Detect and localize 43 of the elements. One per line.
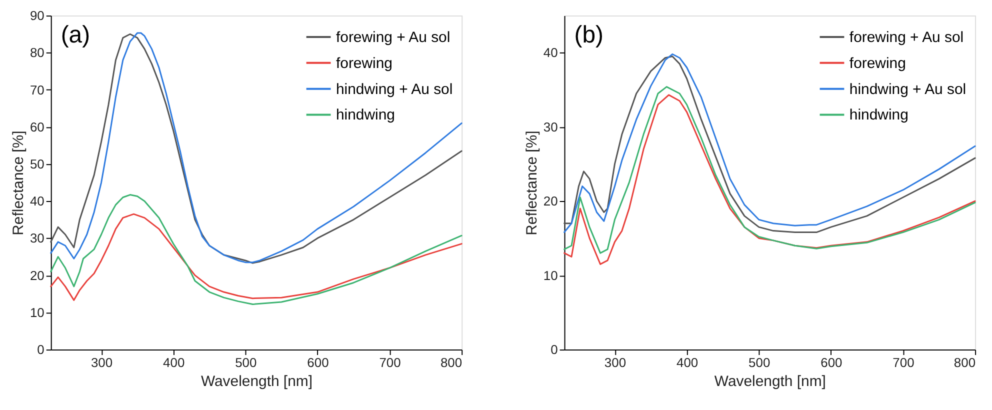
x-tick-label: 600 <box>820 354 842 370</box>
y-tick-label: 90 <box>30 8 44 24</box>
y-tick-label: 10 <box>30 304 44 320</box>
y-axis-title: Reflectance [%] <box>10 130 27 236</box>
x-tick-label: 600 <box>307 354 329 370</box>
x-axis-title: Wavelength [nm] <box>714 372 826 390</box>
line-series <box>50 213 462 301</box>
y-tick-label: 10 <box>543 268 558 283</box>
y-tick-label: 30 <box>543 119 558 134</box>
chart-title: (b) <box>574 21 604 48</box>
y-tick-label: 40 <box>543 45 558 60</box>
legend-label: hindwing <box>336 106 395 124</box>
line-series <box>50 194 462 306</box>
y-tick-label: 0 <box>37 342 44 358</box>
y-tick-label: 0 <box>550 342 558 358</box>
x-tick-label: 300 <box>604 354 626 370</box>
chart-title: (a) <box>60 21 90 48</box>
legend-label: forewing + Au sol <box>336 28 450 46</box>
x-tick-label: 500 <box>748 354 770 370</box>
x-tick-label: 800 <box>440 354 462 370</box>
x-tick-label: 700 <box>892 354 914 370</box>
y-tick-label: 40 <box>30 194 44 209</box>
y-tick-label: 30 <box>30 230 44 246</box>
y-axis-title: Reflectance [%] <box>523 130 540 236</box>
legend-label: hindwing + Au sol <box>849 80 966 98</box>
legend-label: hindwing + Au sol <box>336 80 453 98</box>
legend-label: forewing <box>336 54 392 72</box>
legend-label: forewing <box>849 54 906 72</box>
y-tick-label: 70 <box>30 82 44 98</box>
x-tick-label: 800 <box>954 354 976 370</box>
x-tick-label: 500 <box>235 354 257 370</box>
x-tick-label: 700 <box>379 354 401 370</box>
y-tick-label: 60 <box>30 119 44 134</box>
x-tick-label: 400 <box>163 354 185 370</box>
y-tick-label: 50 <box>30 156 44 172</box>
x-tick-label: 400 <box>676 354 698 370</box>
x-axis-title: Wavelength [nm] <box>200 372 312 390</box>
legend-label: hindwing <box>849 106 908 124</box>
legend-label: forewing + Au sol <box>849 28 964 46</box>
y-tick-label: 20 <box>543 194 558 209</box>
y-tick-label: 80 <box>30 45 44 60</box>
x-tick-label: 300 <box>90 354 113 370</box>
y-tick-label: 20 <box>30 268 44 283</box>
